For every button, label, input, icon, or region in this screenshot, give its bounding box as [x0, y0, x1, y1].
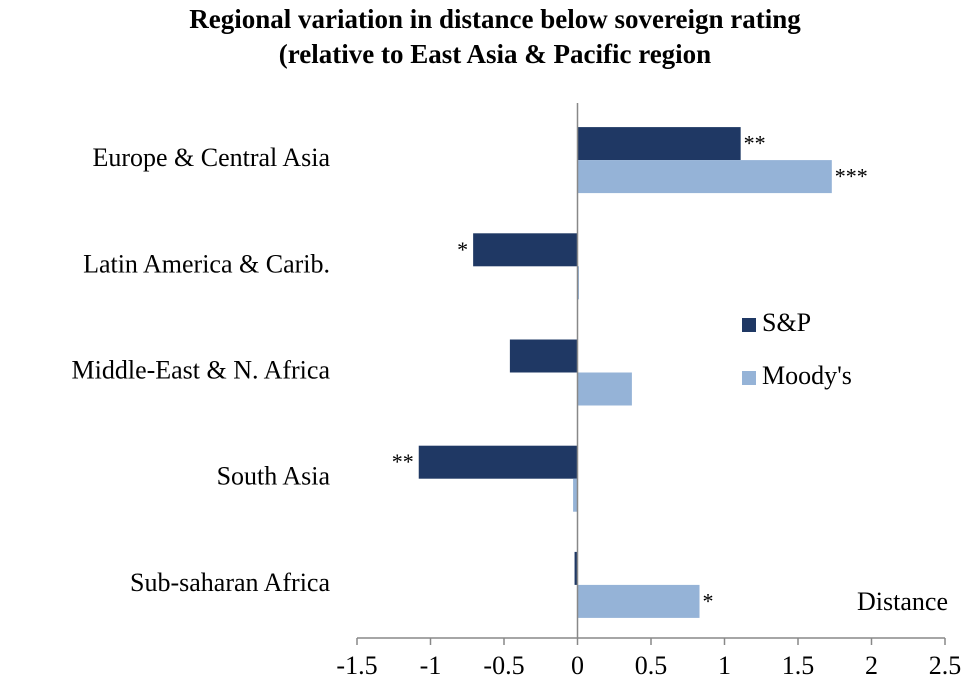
bar — [509, 339, 578, 373]
x-tick-label: 2 — [865, 651, 878, 680]
y-tick-label: Sub-saharan Africa — [130, 568, 330, 597]
x-tick-label: -1 — [420, 651, 442, 680]
bar — [573, 478, 578, 512]
significance-label: ** — [392, 449, 414, 474]
x-tick-label: 0 — [571, 651, 584, 680]
x-tick-label: 2.5 — [929, 651, 962, 680]
y-tick-label: Europe & Central Asia — [92, 143, 330, 172]
significance-label: *** — [835, 164, 868, 189]
chart-title: (relative to East Asia & Pacific region — [279, 39, 711, 69]
axis-label: Distance — [857, 587, 948, 616]
bar — [577, 372, 632, 406]
y-tick-label: South Asia — [217, 462, 331, 491]
legend-label: S&P — [762, 308, 811, 337]
chart-title: Regional variation in distance below sov… — [189, 4, 801, 34]
x-tick-label: 0.5 — [635, 651, 668, 680]
legend-label: Moody's — [762, 361, 852, 390]
bar — [577, 160, 832, 194]
x-tick-label: 1.5 — [782, 651, 815, 680]
bar — [473, 233, 578, 267]
y-tick-label: Middle-East & N. Africa — [72, 355, 331, 384]
significance-label: * — [703, 588, 714, 613]
bar — [577, 584, 700, 618]
bar — [418, 445, 578, 479]
bar — [574, 551, 578, 585]
bar — [577, 127, 741, 161]
x-tick-label: -1.5 — [336, 651, 377, 680]
legend-swatch — [742, 318, 756, 332]
legend-swatch — [742, 371, 756, 385]
x-tick-label: 1 — [718, 651, 731, 680]
y-tick-label: Latin America & Carib. — [83, 249, 330, 278]
x-tick-label: -0.5 — [483, 651, 524, 680]
significance-label: * — [457, 237, 468, 262]
significance-label: ** — [744, 131, 766, 156]
